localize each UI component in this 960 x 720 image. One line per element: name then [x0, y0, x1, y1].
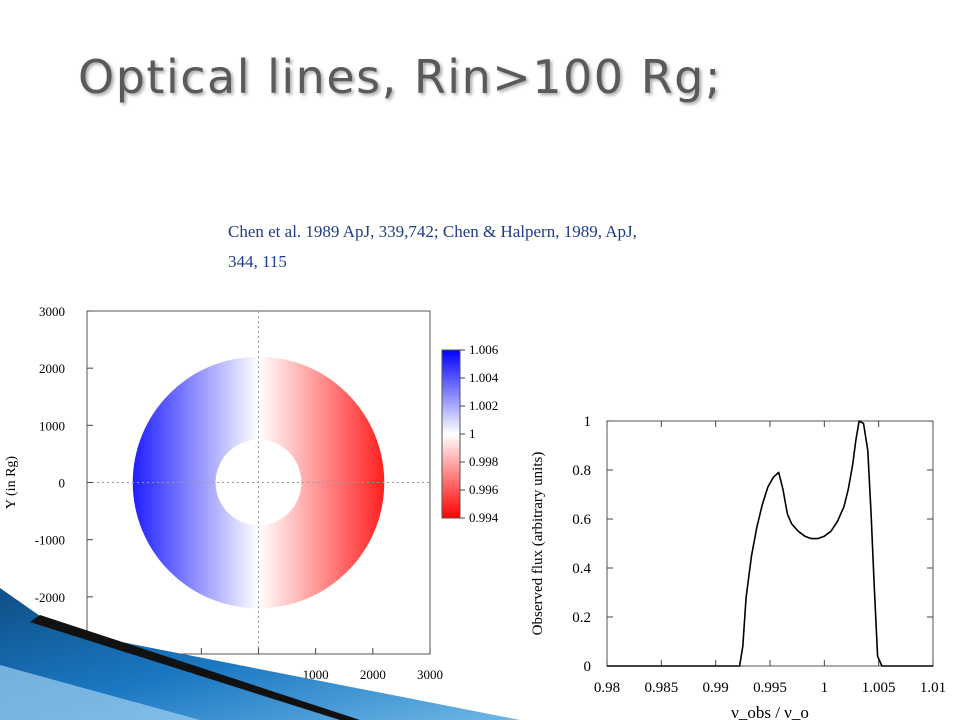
citation: Chen et al. 1989 ApJ, 339,742; Chen & Ha… — [228, 217, 788, 277]
x-axis-label: ν_obs / ν_o — [731, 703, 809, 720]
colorbar-label: 1.002 — [469, 398, 498, 413]
x-tick-label: 1.005 — [862, 680, 896, 696]
y-tick-label: 0.2 — [572, 610, 591, 626]
x-tick-label: 3000 — [417, 667, 443, 682]
profile-series-line — [607, 420, 933, 667]
colorbar-label: 0.998 — [469, 454, 498, 469]
x-tick-label: 0.99 — [703, 680, 729, 696]
y-tick-label: 2000 — [39, 361, 65, 376]
citation-line-2: 344, 115 — [228, 252, 287, 271]
colorbar-label: 1 — [469, 426, 476, 441]
y-tick-label: 0.6 — [572, 512, 591, 528]
corner-shape-dark — [30, 615, 360, 720]
x-tick-label: 1000 — [303, 667, 329, 682]
colorbar-label: 0.996 — [469, 482, 499, 497]
y-tick-label: 0 — [59, 476, 66, 491]
y-axis-label: Y (in Rg) — [4, 456, 19, 509]
colorbar — [441, 349, 461, 519]
y-tick-label: 1 — [584, 414, 592, 430]
y-tick-label: 0 — [584, 659, 592, 675]
plot-frame — [606, 420, 934, 667]
x-tick-label: 1.01 — [920, 680, 946, 696]
y-tick-label: 1000 — [39, 418, 65, 433]
colorbar-label: 1.006 — [469, 342, 499, 357]
y-tick-label: 3000 — [39, 304, 65, 319]
corner-decoration — [0, 588, 520, 720]
y-tick-label: 0.8 — [572, 463, 591, 479]
disk-ring — [132, 356, 385, 609]
x-tick-label: 0.98 — [594, 680, 620, 696]
x-tick-label: 0.995 — [753, 680, 787, 696]
colorbar-label: 0.994 — [469, 510, 499, 525]
corner-shape-light — [0, 665, 200, 720]
y-tick-label: 0.4 — [572, 561, 591, 577]
disk-velocity-map: -3000-2000-10000100020003000300020001000… — [4, 304, 499, 708]
slide-title: Optical lines, Rin>100 Rg; — [78, 50, 722, 104]
corner-shape-blue — [0, 588, 520, 720]
x-tick-label: 0.985 — [644, 680, 678, 696]
line-profile-chart: 0.98 0.985 0.99 0.995 1 1.005 1.01 0 0.2 0.4 0.6 0.… — [530, 414, 946, 720]
citation-line-1: Chen et al. 1989 ApJ, 339,742; Chen & Ha… — [228, 222, 637, 241]
x-tick-label: 2000 — [360, 667, 386, 682]
x-tick-label: 1 — [821, 680, 829, 696]
y-tick-label: -2000 — [35, 590, 65, 605]
colorbar-label: 1.004 — [469, 370, 499, 385]
y-tick-label: -1000 — [35, 533, 65, 548]
y-axis-label: Observed flux (arbitrary units) — [530, 452, 546, 636]
